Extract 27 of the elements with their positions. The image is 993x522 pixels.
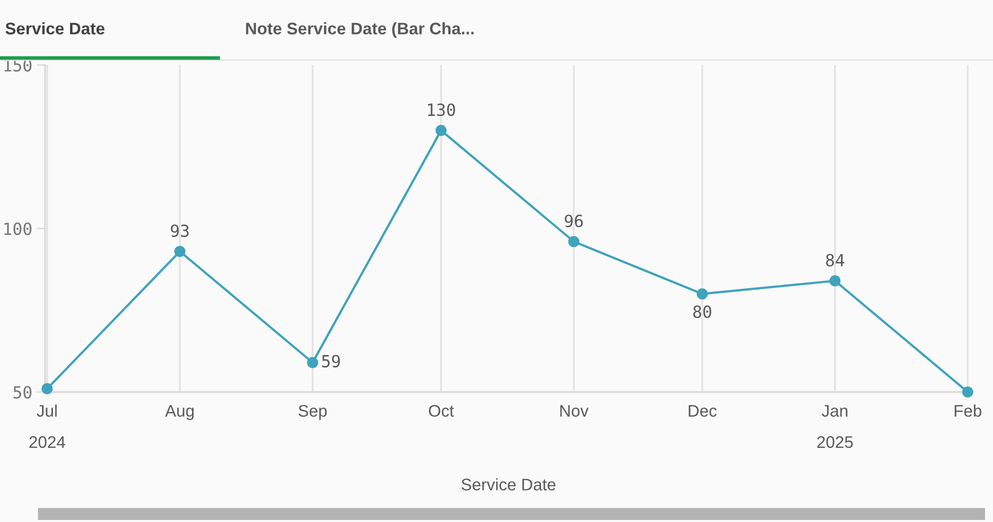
point	[174, 246, 186, 257]
y-tick-label: 50	[14, 386, 32, 399]
x-tick-label: Sep	[298, 404, 327, 420]
x-tick-label: Oct	[428, 404, 454, 417]
data-label: 96	[564, 214, 583, 228]
data-label: 84	[826, 254, 844, 266]
x-tick-label: Dec	[688, 405, 717, 417]
x-tick-label: Jul 2024	[29, 404, 66, 448]
point	[962, 386, 974, 398]
point	[307, 357, 318, 368]
x-tick-label: Feb	[954, 404, 982, 417]
data-label: 80	[693, 305, 712, 318]
point	[696, 288, 708, 300]
point	[42, 383, 53, 394]
chart-subtitle: Note Service Date (Bar Cha...	[246, 22, 474, 38]
data-label: 130	[428, 103, 456, 116]
point	[568, 236, 580, 248]
data-label: 93	[170, 224, 189, 238]
x-tick-label: Jan 2025	[817, 405, 853, 448]
y-tick-label: 100	[4, 222, 32, 236]
x-axis-title: Service Date	[462, 478, 556, 490]
data-label: 59	[322, 354, 340, 368]
x-tick-label: Aug	[165, 405, 194, 420]
chart-title: Service Date	[5, 22, 104, 34]
point	[829, 275, 841, 286]
point	[436, 124, 447, 136]
x-tick-label: Nov	[560, 405, 589, 417]
